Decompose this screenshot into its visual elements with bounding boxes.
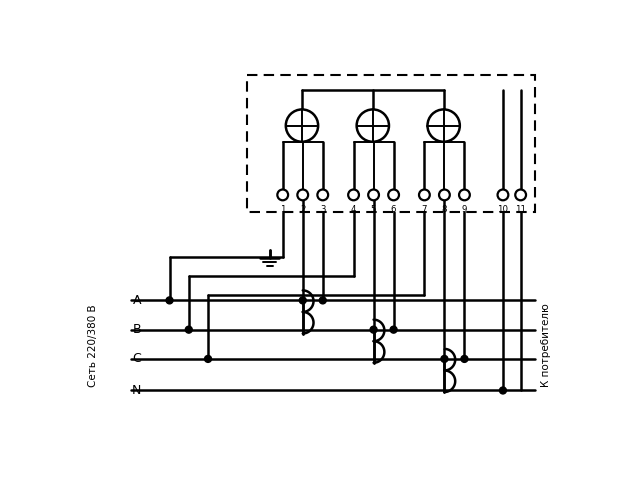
Circle shape [368,189,379,201]
Circle shape [319,297,326,304]
Text: 9: 9 [462,205,467,214]
Circle shape [357,109,389,142]
Text: 6: 6 [391,205,396,214]
Circle shape [297,189,308,201]
Circle shape [286,109,318,142]
Circle shape [390,326,397,333]
Circle shape [299,297,306,304]
Circle shape [185,326,193,333]
Circle shape [166,297,173,304]
Text: 1: 1 [280,205,286,214]
Text: 11: 11 [515,205,526,214]
Circle shape [388,189,399,201]
Text: К потребителю: К потребителю [541,304,551,388]
Circle shape [317,189,328,201]
Text: C: C [132,352,141,365]
Circle shape [500,387,507,394]
Text: 7: 7 [421,205,427,214]
Text: 2: 2 [300,205,305,214]
Circle shape [439,189,450,201]
Bar [247,75,534,212]
Text: 10: 10 [497,205,508,214]
Circle shape [459,189,470,201]
Text: N: N [131,384,141,397]
Text: B: B [133,323,141,336]
Text: 8: 8 [442,205,447,214]
Text: 4: 4 [351,205,356,214]
Circle shape [277,189,288,201]
Circle shape [461,355,468,362]
Text: 5: 5 [371,205,376,214]
Text: Сеть 220/380 В: Сеть 220/380 В [88,304,97,387]
Circle shape [428,109,460,142]
Circle shape [515,189,526,201]
Text: 3: 3 [320,205,326,214]
Circle shape [497,189,508,201]
Circle shape [205,355,212,362]
Circle shape [370,326,377,333]
Circle shape [419,189,430,201]
Circle shape [441,355,448,362]
Text: A: A [133,294,141,307]
Circle shape [348,189,359,201]
